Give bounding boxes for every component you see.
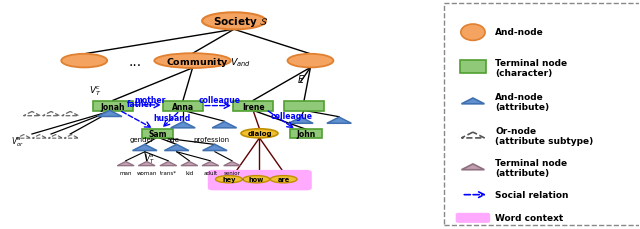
- Text: Jonah: Jonah: [100, 102, 125, 111]
- Polygon shape: [97, 111, 122, 117]
- Ellipse shape: [61, 55, 107, 68]
- Text: Word context: Word context: [495, 213, 563, 222]
- Text: Irene: Irene: [242, 102, 264, 111]
- Text: are: are: [278, 176, 290, 183]
- Text: senior: senior: [223, 171, 241, 176]
- Text: And-node
(attribute): And-node (attribute): [495, 92, 549, 112]
- Text: dialog: dialog: [247, 131, 272, 137]
- Text: $V_T^c$: $V_T^c$: [90, 84, 102, 98]
- FancyBboxPatch shape: [93, 102, 132, 111]
- Polygon shape: [49, 135, 63, 139]
- Text: kid: kid: [185, 171, 193, 176]
- Text: man: man: [120, 171, 132, 176]
- Text: ...: ...: [129, 54, 142, 68]
- Ellipse shape: [216, 176, 243, 183]
- Text: John: John: [296, 129, 316, 138]
- Text: adult: adult: [204, 171, 218, 176]
- Text: husband: husband: [154, 113, 191, 122]
- Ellipse shape: [461, 25, 485, 41]
- FancyBboxPatch shape: [142, 129, 173, 138]
- Text: colleague: colleague: [270, 111, 312, 120]
- Text: Terminal node
(attribute): Terminal node (attribute): [495, 158, 568, 177]
- Polygon shape: [461, 164, 484, 170]
- FancyBboxPatch shape: [284, 102, 324, 111]
- Polygon shape: [461, 99, 484, 104]
- Text: Community $V_{and}$: Community $V_{and}$: [166, 55, 251, 68]
- Ellipse shape: [243, 176, 269, 183]
- FancyBboxPatch shape: [460, 60, 486, 74]
- Polygon shape: [33, 135, 47, 139]
- Polygon shape: [132, 145, 157, 151]
- Polygon shape: [171, 122, 195, 128]
- Polygon shape: [17, 135, 31, 139]
- FancyBboxPatch shape: [163, 102, 203, 111]
- Polygon shape: [327, 118, 351, 124]
- Text: Terminal node
(character): Terminal node (character): [495, 58, 568, 78]
- Polygon shape: [181, 162, 198, 166]
- Text: gender: gender: [129, 137, 154, 143]
- Ellipse shape: [154, 54, 231, 69]
- Text: trans*: trans*: [160, 171, 177, 176]
- FancyBboxPatch shape: [209, 171, 311, 190]
- Polygon shape: [223, 162, 241, 166]
- Polygon shape: [212, 122, 237, 128]
- Polygon shape: [202, 162, 219, 166]
- Polygon shape: [461, 133, 484, 138]
- Polygon shape: [203, 145, 227, 151]
- FancyBboxPatch shape: [444, 4, 640, 225]
- Text: how: how: [249, 176, 264, 183]
- Text: Anna: Anna: [172, 102, 194, 111]
- Text: $E$: $E$: [297, 72, 305, 84]
- FancyBboxPatch shape: [291, 129, 321, 138]
- Text: age: age: [167, 137, 180, 143]
- Text: profession: profession: [194, 137, 230, 143]
- Text: $V_T^a$: $V_T^a$: [145, 152, 156, 165]
- Ellipse shape: [241, 129, 278, 138]
- Polygon shape: [160, 162, 177, 166]
- Polygon shape: [289, 118, 313, 124]
- Text: And-node: And-node: [495, 27, 544, 36]
- Text: father: father: [127, 100, 154, 109]
- Text: Or-node
(attribute subtype): Or-node (attribute subtype): [495, 126, 593, 146]
- Text: woman: woman: [136, 171, 157, 176]
- Text: Society $\mathcal{S}$: Society $\mathcal{S}$: [212, 15, 268, 29]
- Polygon shape: [43, 112, 60, 116]
- Polygon shape: [62, 112, 79, 116]
- Polygon shape: [65, 135, 79, 139]
- Text: $V_{or}^a$: $V_{or}^a$: [11, 135, 24, 148]
- Text: colleague: colleague: [198, 95, 240, 104]
- Polygon shape: [117, 162, 134, 166]
- Text: Social relation: Social relation: [495, 190, 569, 199]
- FancyBboxPatch shape: [456, 214, 490, 222]
- Ellipse shape: [270, 176, 297, 183]
- Polygon shape: [138, 162, 155, 166]
- Text: Sam: Sam: [148, 129, 167, 138]
- Ellipse shape: [287, 55, 333, 68]
- Text: mother: mother: [135, 95, 166, 104]
- Polygon shape: [164, 145, 189, 151]
- Text: hey: hey: [222, 176, 236, 183]
- Polygon shape: [24, 112, 40, 116]
- Ellipse shape: [202, 13, 266, 30]
- FancyBboxPatch shape: [234, 102, 273, 111]
